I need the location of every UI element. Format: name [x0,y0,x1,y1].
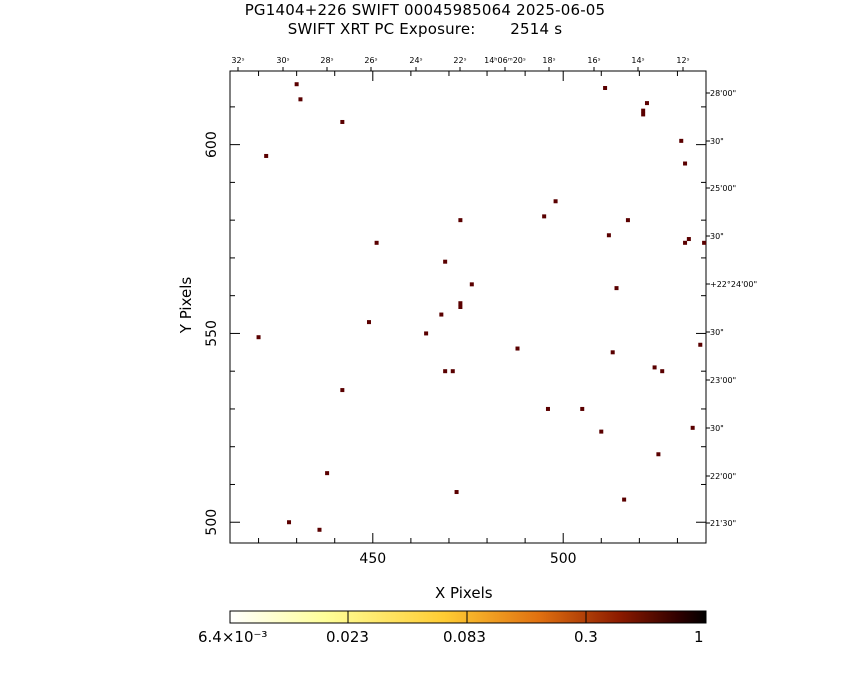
ra-tick-label: 26ˢ [364,56,377,65]
event-point [298,97,303,102]
event-point [264,153,269,158]
ra-tick-label: 32ˢ [231,56,244,65]
colorbar-label-2: 0.023 [326,628,369,646]
ra-tick-label: 30ˢ [276,56,289,65]
dec-tick-label: 30" [710,137,724,146]
ra-tick-label: 16ˢ [587,56,600,65]
event-point [374,240,379,245]
event-point [542,214,547,219]
y-tick-label: 600 [204,131,220,158]
event-point [660,369,665,374]
event-point [690,425,695,430]
event-point [366,320,371,325]
colorbar-label-max: 1 [694,628,704,646]
colorbar-label-4: 0.3 [574,628,598,646]
event-point [641,112,646,117]
ra-tick-label: 14ʰ06ᵐ20ˢ [484,56,526,65]
event-point [450,369,455,374]
ra-tick-label: 12ˢ [676,56,689,65]
event-point [702,240,707,245]
event-point [603,85,608,90]
event-point [340,119,345,124]
event-point [458,218,463,223]
event-point [340,388,345,393]
chart-subtitle: SWIFT XRT PC Exposure: 2514 s [287,20,563,38]
event-point [614,286,619,291]
colorbar-label-min: 6.4×10⁻³ [198,628,268,646]
colorbar-label-3: 0.083 [443,628,486,646]
chart-title: PG1404+226 SWIFT 00045985064 2025-06-05 [244,1,606,19]
event-point [287,520,292,525]
event-point [439,312,444,317]
ra-tick-label: 28ˢ [320,56,333,65]
dec-tick-label: 28'00" [710,89,736,98]
event-point [443,369,448,374]
dec-tick-label: 30" [710,328,724,337]
event-point [553,199,558,204]
y-axis-label: Y Pixels [177,276,195,334]
event-point [686,237,691,242]
x-tick-label: 500 [550,551,577,567]
event-point [443,259,448,264]
y-tick-label: 500 [204,509,220,536]
ra-tick-label: 22ˢ [453,56,466,65]
event-point [606,233,611,238]
event-point [622,497,627,502]
event-point [625,218,630,223]
event-point [641,108,646,113]
event-point [580,406,585,411]
event-point [656,452,661,457]
dec-tick-label: 30" [710,424,724,433]
x-axis-label: X Pixels [435,584,493,602]
plot-frame [229,70,707,544]
dec-tick-label: 30" [710,232,724,241]
y-tick-label: 550 [204,320,220,347]
event-point [683,240,688,245]
event-point [458,301,463,306]
event-point [679,138,684,143]
dec-tick-label: +22°24'00" [710,280,757,289]
event-point [698,342,703,347]
ra-tick-label: 18ˢ [542,56,555,65]
event-point [424,331,429,336]
event-point [683,161,688,166]
event-point [515,346,520,351]
event-point [458,305,463,309]
dec-tick-label: 21'30" [710,519,736,528]
ra-tick-label: 24ˢ [409,56,422,65]
event-point [644,101,649,106]
event-point [545,406,550,411]
event-point [599,429,604,434]
colorbar [229,610,707,624]
event-point [469,282,474,287]
event-point [652,365,657,370]
x-tick-label: 450 [359,551,386,567]
event-point [325,471,330,476]
event-point [317,527,322,532]
ra-tick-label: 14ˢ [631,56,644,65]
dec-tick-label: 25'00" [710,184,736,193]
dec-tick-label: 23'00" [710,376,736,385]
event-point [610,350,615,355]
event-point [454,490,459,495]
dec-tick-label: 22'00" [710,472,736,481]
event-point [256,335,261,340]
event-point [294,82,299,87]
